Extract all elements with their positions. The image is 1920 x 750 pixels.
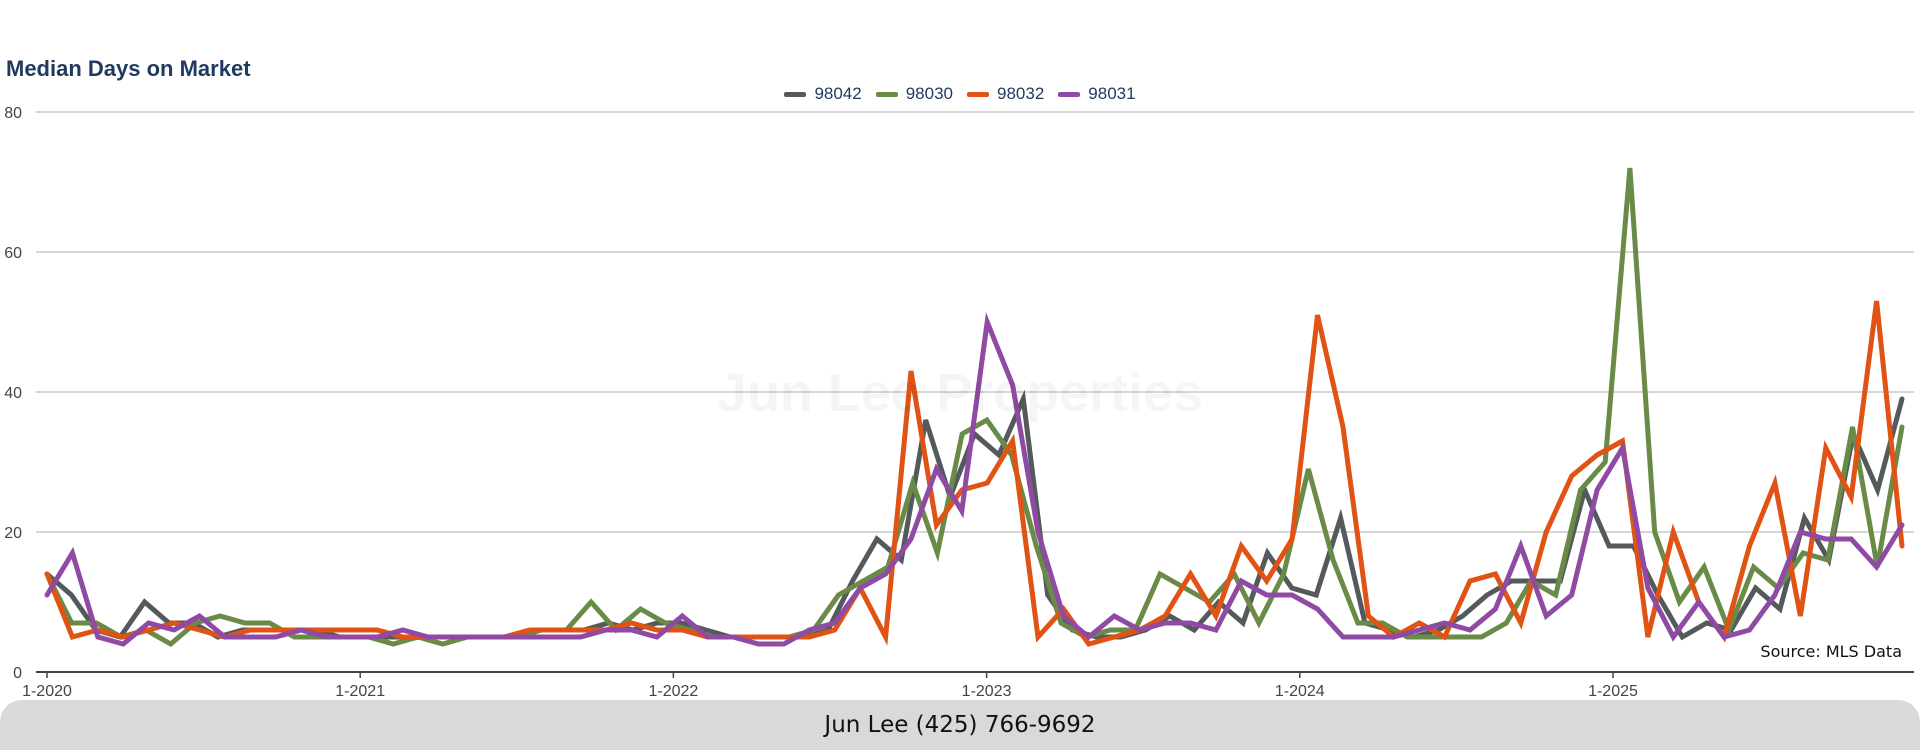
legend-label: 98032 <box>997 84 1045 103</box>
chart-title: Median Days on Market <box>6 56 251 81</box>
legend-label: 98042 <box>814 84 862 103</box>
y-tick-label: 80 <box>4 105 22 122</box>
legend-item-98031[interactable]: 98031 <box>1058 84 1136 104</box>
y-tick-label: 0 <box>13 665 22 682</box>
footer-contact: Jun Lee (425) 766-9692 <box>824 712 1096 738</box>
x-tick-label: 1-2020 <box>22 683 72 700</box>
legend-item-98042[interactable]: 98042 <box>784 84 862 104</box>
legend-swatch <box>784 91 807 97</box>
y-tick-label: 20 <box>4 525 22 542</box>
x-tick-label: 1-2023 <box>962 683 1012 700</box>
legend-swatch <box>967 91 989 97</box>
legend-item-98030[interactable]: 98030 <box>875 84 953 104</box>
legend-swatch <box>1058 91 1081 97</box>
line-chart: 0 20 40 60 80 1-2020 1-2021 1-2022 1-2023 1-2024 1… <box>4 105 1914 700</box>
footer-bar: Jun Lee (425) 766-9692 <box>0 700 1920 750</box>
legend-swatch <box>875 91 898 97</box>
legend-item-98032[interactable]: 98032 <box>967 84 1044 104</box>
y-tick-label: 60 <box>4 245 22 262</box>
x-tick-label: 1-2021 <box>335 683 385 700</box>
series-line-98032 <box>44 300 1905 647</box>
x-tick-label: 1-2022 <box>648 683 698 700</box>
x-tick-label: 1-2025 <box>1588 683 1638 700</box>
source-note: Source: MLS Data <box>1760 642 1902 661</box>
legend: 98042 98030 98032 98031 <box>0 84 1920 104</box>
y-tick-label: 40 <box>4 385 22 402</box>
legend-label: 98030 <box>905 84 953 103</box>
series-line-98031 <box>44 312 1905 647</box>
legend-label: 98031 <box>1088 84 1136 103</box>
x-tick-label: 1-2024 <box>1275 683 1325 700</box>
